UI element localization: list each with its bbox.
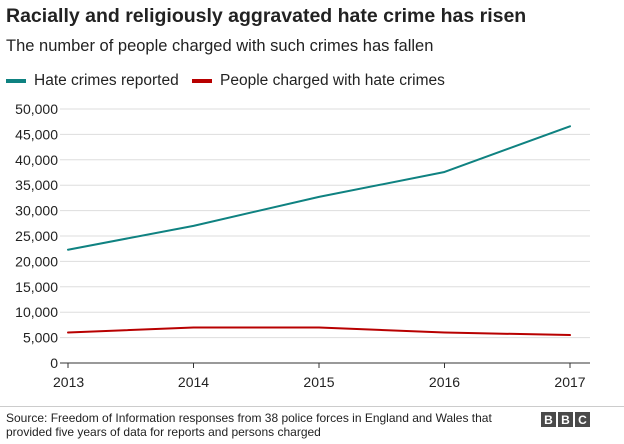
x-tick-label: 2015 (303, 374, 334, 390)
y-tick-label: 25,000 (15, 228, 58, 244)
y-tick-label: 45,000 (15, 126, 58, 142)
footer-divider (0, 406, 624, 407)
legend-swatch-charged (192, 79, 212, 83)
y-tick-label: 40,000 (15, 152, 58, 168)
legend-item-hate-crimes-reported: Hate crimes reported (6, 72, 179, 90)
y-tick-label: 15,000 (15, 279, 58, 295)
x-tick-label: 2014 (178, 374, 209, 390)
x-tick-label: 2013 (53, 374, 84, 390)
legend-item-people-charged: People charged with hate crimes (192, 72, 445, 90)
y-tick-label: 50,000 (15, 101, 58, 117)
series-line-hate-crimes-reported (67, 125, 571, 251)
y-tick-label: 10,000 (15, 304, 58, 320)
bbc-logo-letter-3: C (575, 412, 590, 427)
x-tick-label: 2017 (554, 374, 585, 390)
line-chart: 0 5,000 10,000 15,000 20,000 25,000 30,000 35,0… (15, 101, 590, 390)
bbc-logo-letter-2: B (558, 412, 573, 427)
y-tick-label: 20,000 (15, 253, 58, 269)
bbc-logo-letter-1: B (541, 412, 556, 427)
legend-label-charged: People charged with hate crimes (220, 72, 445, 89)
y-tick-label: 30,000 (15, 203, 58, 219)
legend-label-reported: Hate crimes reported (34, 72, 179, 89)
bbc-logo: B B C (541, 412, 590, 427)
chart-subtitle: The number of people charged with such c… (6, 37, 434, 55)
y-tick-label: 5,000 (23, 330, 58, 346)
legend-swatch-reported (6, 79, 26, 83)
chart-title: Racially and religiously aggravated hate… (6, 5, 527, 27)
series-line-people-charged (67, 326, 571, 337)
chart-legend: Hate crimes reported People charged with… (0, 72, 624, 94)
y-tick-label: 0 (50, 355, 58, 371)
y-tick-label: 35,000 (15, 177, 58, 193)
source-note: Source: Freedom of Information responses… (6, 411, 492, 439)
x-tick-label: 2016 (429, 374, 460, 390)
